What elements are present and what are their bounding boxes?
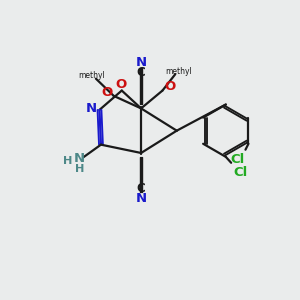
Text: O: O — [164, 80, 175, 93]
Text: H: H — [63, 156, 72, 166]
Text: methyl: methyl — [165, 67, 192, 76]
Text: methyl: methyl — [78, 70, 105, 80]
Text: N: N — [86, 102, 97, 115]
Text: N: N — [136, 56, 147, 69]
Text: C: C — [137, 66, 146, 79]
Text: N: N — [136, 192, 147, 205]
Text: O: O — [115, 77, 126, 91]
Text: O: O — [101, 86, 112, 99]
Text: N: N — [74, 152, 85, 164]
Text: C: C — [137, 182, 146, 195]
Text: Cl: Cl — [231, 153, 245, 166]
Text: H: H — [75, 164, 84, 174]
Text: Cl: Cl — [233, 166, 247, 179]
